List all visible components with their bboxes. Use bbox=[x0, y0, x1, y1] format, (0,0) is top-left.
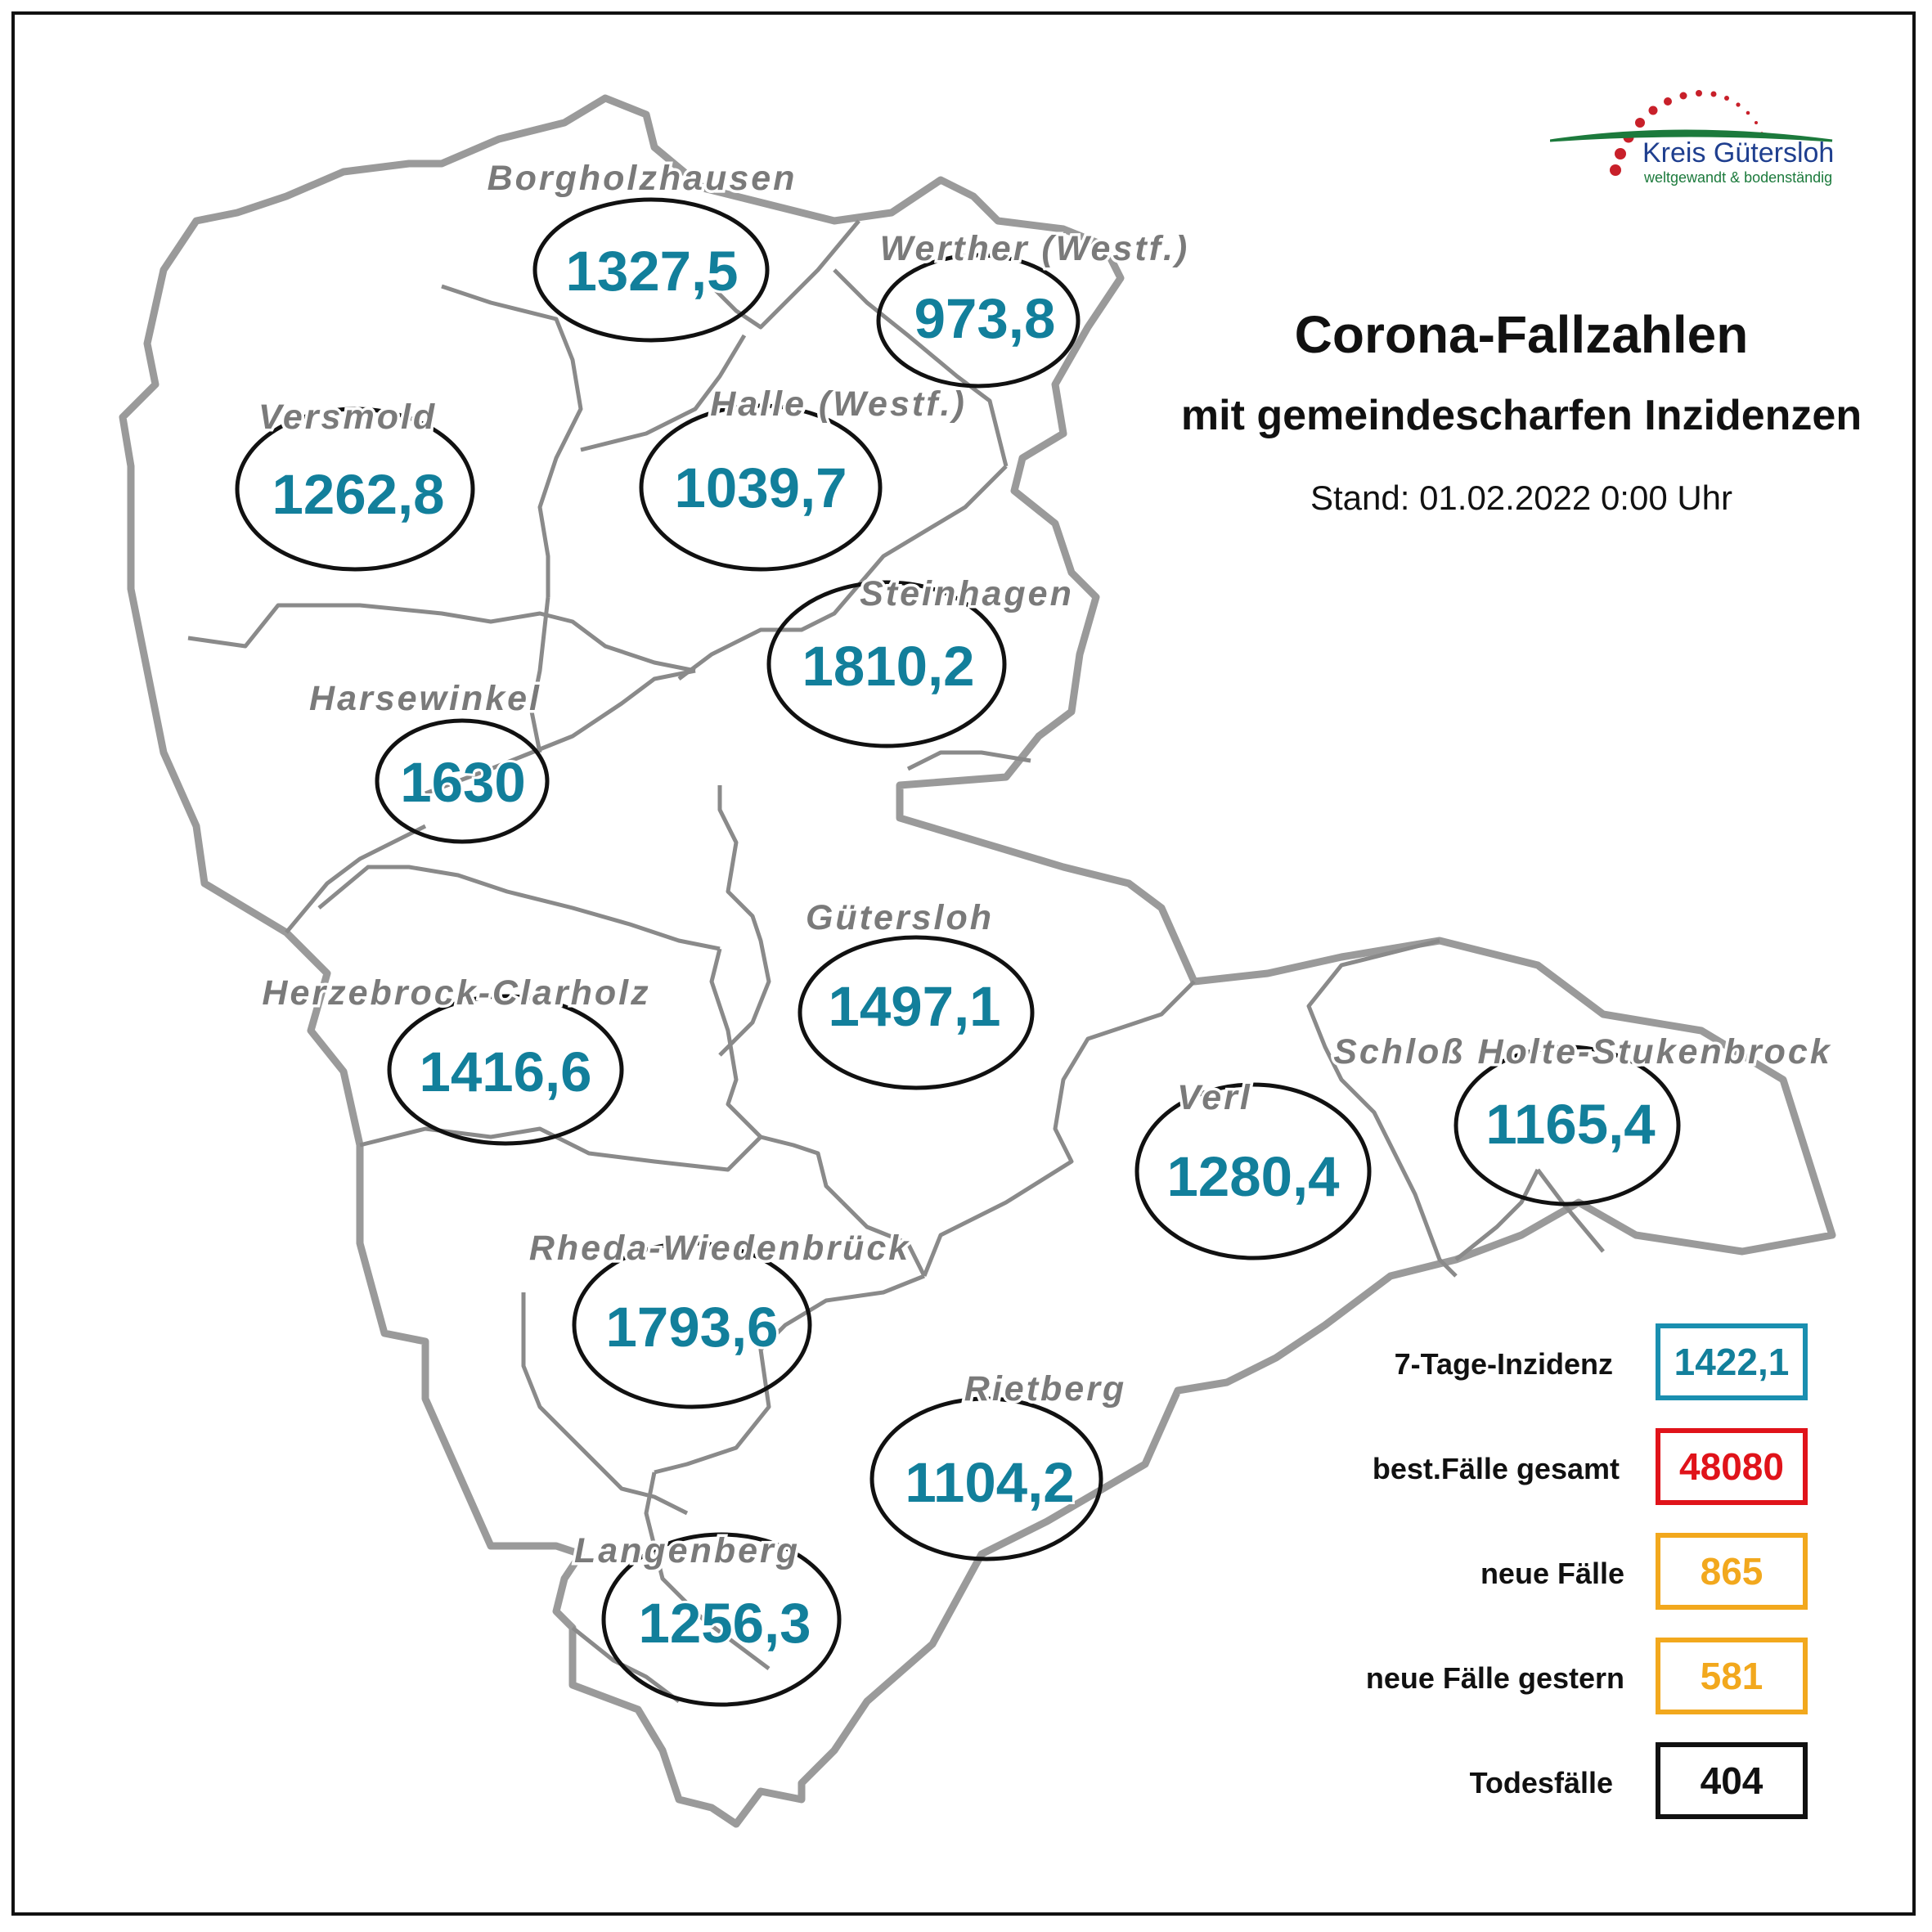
label-guetersloh[interactable]: Gütersloh bbox=[802, 896, 994, 941]
value-harsewinkel: 1630 bbox=[400, 751, 526, 814]
logo-tagline: weltgewandt & bodenständig bbox=[1644, 169, 1833, 186]
value-rietberg: 1104,2 bbox=[905, 1451, 1074, 1514]
value-steinhagen: 1810,2 bbox=[802, 635, 974, 698]
label-rietberg[interactable]: Rietberg bbox=[961, 1367, 1126, 1412]
value-herzebrock-clarholz: 1416,6 bbox=[419, 1040, 591, 1103]
label-harsewinkel[interactable]: Harsewinkel bbox=[307, 676, 542, 721]
legend-value-box: 865 bbox=[1656, 1533, 1808, 1610]
legend-row-total-cases: best.Fälle gesamt 48080 bbox=[1276, 1428, 1808, 1510]
label-herzebrock-clarholz[interactable]: Herzebrock-Clarholz bbox=[259, 971, 651, 1016]
ellipse-borgholzhausen bbox=[532, 197, 770, 343]
label-verl[interactable]: Verl bbox=[1175, 1076, 1253, 1121]
legend-row-new-cases-yesterday: neue Fälle gestern 581 bbox=[1276, 1638, 1808, 1719]
ellipse-guetersloh bbox=[798, 935, 1035, 1090]
ellipse-rietberg bbox=[869, 1396, 1103, 1561]
label-rheda-wiedenbrueck[interactable]: Rheda-Wiedenbrück bbox=[526, 1226, 910, 1271]
value-halle: 1039,7 bbox=[674, 456, 847, 519]
legend-value-box: 404 bbox=[1656, 1742, 1808, 1819]
date-stamp: Stand: 01.02.2022 0:00 Uhr bbox=[1310, 479, 1733, 517]
kreis-guetersloh-logo bbox=[1550, 90, 1833, 176]
ellipse-harsewinkel bbox=[375, 718, 550, 844]
municipality-boundaries bbox=[187, 219, 1605, 1703]
legend-value-box: 581 bbox=[1656, 1638, 1808, 1714]
logo-swoosh bbox=[1550, 129, 1833, 142]
label-langenberg[interactable]: Langenberg bbox=[571, 1529, 800, 1574]
ellipse-langenberg bbox=[601, 1532, 842, 1707]
label-steinhagen[interactable]: Steinhagen bbox=[857, 572, 1075, 617]
label-schloss-holte-stukenbrock[interactable]: Schloß Holte-Stukenbrock bbox=[1331, 1030, 1833, 1075]
value-borgholzhausen: 1327,5 bbox=[565, 240, 738, 303]
district-outline bbox=[119, 94, 1836, 1828]
legend-label: Todesfälle bbox=[1469, 1766, 1613, 1799]
ellipse-schloss-holte-stukenbrock bbox=[1453, 1045, 1681, 1206]
legend-row-incidence: 7-Tage-Inzidenz 1422,1 bbox=[1276, 1323, 1808, 1405]
legend-label: best.Fälle gesamt bbox=[1372, 1452, 1620, 1485]
ellipse-steinhagen bbox=[766, 580, 1007, 748]
label-versmold[interactable]: Versmold bbox=[255, 395, 437, 440]
value-verl: 1280,4 bbox=[1166, 1145, 1339, 1208]
page-subtitle: mit gemeindescharfen Inzidenzen bbox=[1180, 392, 1862, 439]
value-rheda-wiedenbrueck: 1793,6 bbox=[605, 1296, 778, 1359]
legend-row-deaths: Todesfälle 404 bbox=[1276, 1742, 1808, 1824]
ellipse-halle bbox=[639, 403, 883, 572]
value-schloss-holte-stukenbrock: 1165,4 bbox=[1485, 1093, 1655, 1156]
ellipse-versmold bbox=[235, 407, 475, 572]
legend-label: neue Fälle bbox=[1480, 1557, 1624, 1590]
ellipse-herzebrock-clarholz bbox=[387, 994, 624, 1146]
label-borgholzhausen[interactable]: Borgholzhausen bbox=[484, 156, 798, 201]
ellipse-verl bbox=[1134, 1082, 1372, 1260]
value-versmold: 1262,8 bbox=[272, 463, 444, 526]
value-guetersloh: 1497,1 bbox=[828, 975, 1000, 1038]
value-werther: 973,8 bbox=[914, 287, 1056, 350]
legend-label: neue Fälle gestern bbox=[1365, 1661, 1624, 1695]
legend-value-box: 1422,1 bbox=[1656, 1323, 1808, 1400]
page-title: Corona-Fallzahlen bbox=[1294, 305, 1749, 364]
legend-row-new-cases: neue Fälle 865 bbox=[1276, 1533, 1808, 1615]
legend-label: 7-Tage-Inzidenz bbox=[1394, 1347, 1613, 1381]
ellipse-werther bbox=[876, 253, 1081, 389]
ellipse-rheda-wiedenbrueck bbox=[572, 1241, 812, 1409]
label-halle[interactable]: Halle (Westf.) bbox=[708, 382, 968, 427]
logo-name: Kreis Gütersloh bbox=[1642, 137, 1835, 168]
label-werther[interactable]: Werther (Westf.) bbox=[877, 227, 1190, 272]
legend-value-box: 48080 bbox=[1656, 1428, 1808, 1505]
value-langenberg: 1256,3 bbox=[638, 1592, 811, 1655]
